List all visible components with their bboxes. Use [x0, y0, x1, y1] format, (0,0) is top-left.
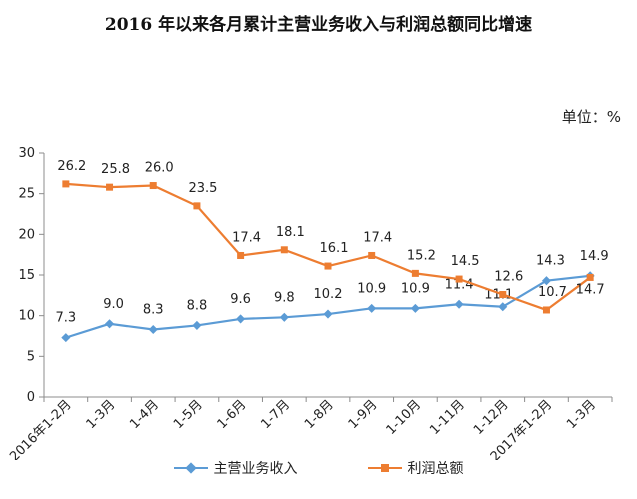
legend-label-revenue: 主营业务收入 [213, 461, 298, 477]
data-label: 25.8 [101, 162, 130, 177]
x-tick-label: 1-9月 [346, 397, 381, 432]
data-label: 9.6 [230, 292, 251, 307]
legend-swatch-profit [367, 464, 402, 472]
data-point [323, 309, 333, 319]
data-label: 16.1 [320, 241, 349, 256]
x-tick-label: 1-8月 [302, 397, 337, 432]
y-tick-label: 25 [18, 187, 35, 202]
data-label: 17.4 [363, 230, 392, 245]
data-point [62, 180, 70, 188]
chart-title: 2016 年以来各月累计主营业务收入与利润总额同比增速 [104, 15, 533, 35]
x-tick-label: 1-5月 [171, 397, 206, 432]
x-tick-label: 1-7月 [258, 397, 293, 432]
data-point [454, 299, 464, 309]
data-label: 10.2 [314, 287, 343, 302]
data-label: 7.3 [56, 311, 77, 326]
data-label: 15.2 [407, 248, 436, 263]
data-point [193, 202, 201, 210]
y-tick-label: 15 [18, 268, 35, 283]
data-label: 14.3 [536, 254, 565, 269]
data-label: 14.9 [580, 249, 609, 264]
x-tick-label: 1-6月 [215, 397, 250, 432]
data-point [61, 333, 71, 343]
data-point [324, 262, 332, 270]
data-label: 14.7 [576, 282, 605, 297]
data-point [106, 183, 114, 191]
unit-label: 单位：% [561, 108, 621, 126]
data-point [455, 275, 463, 283]
x-tick-label: 1-10月 [384, 397, 425, 438]
data-point [498, 302, 508, 312]
x-tick-label: 1-3月 [564, 397, 599, 432]
legend-item-revenue: 主营业务收入 [173, 458, 298, 478]
legend-item-profit: 利润总额 [367, 458, 464, 478]
data-point [586, 273, 594, 281]
data-point [149, 182, 157, 190]
data-label: 10.7 [538, 285, 567, 300]
y-tick-label: 0 [27, 390, 35, 405]
data-point [237, 251, 245, 259]
x-tick-label: 1-4月 [127, 397, 162, 432]
data-label: 10.9 [401, 281, 430, 296]
data-point [236, 314, 246, 324]
y-tick-label: 30 [18, 146, 35, 161]
x-tick-label: 1-12月 [471, 397, 512, 438]
data-point [541, 276, 551, 286]
data-point [367, 303, 377, 313]
data-point [542, 306, 550, 314]
y-tick-label: 20 [18, 227, 35, 242]
data-label: 8.8 [187, 298, 208, 313]
data-label: 8.3 [143, 302, 164, 317]
y-tick-label: 5 [27, 349, 35, 364]
x-tick-label: 1-11月 [427, 397, 468, 438]
data-label: 23.5 [188, 181, 217, 196]
data-point [410, 303, 420, 313]
data-label: 26.2 [57, 159, 86, 174]
data-label: 26.0 [145, 161, 174, 176]
data-label: 18.1 [276, 225, 305, 240]
data-point [105, 319, 115, 329]
legend-label-profit: 利润总额 [407, 461, 464, 477]
data-point [280, 246, 288, 254]
data-label: 9.8 [274, 290, 295, 305]
data-point [279, 312, 289, 322]
data-point [192, 320, 202, 330]
data-label: 17.4 [232, 230, 261, 245]
data-point [411, 269, 419, 277]
legend: 主营业务收入 利润总额 [0, 458, 637, 478]
data-point [148, 324, 158, 335]
x-tick-label: 1-3月 [84, 397, 119, 432]
data-label: 14.5 [451, 254, 480, 269]
x-tick-label: 2016年1-2月 [7, 397, 74, 460]
data-label: 12.6 [494, 270, 523, 285]
legend-swatch-revenue [173, 462, 208, 474]
data-point [499, 291, 507, 299]
data-point [368, 251, 376, 259]
data-label: 10.9 [357, 281, 386, 296]
data-label: 9.0 [103, 297, 124, 312]
y-tick-label: 10 [18, 309, 35, 324]
